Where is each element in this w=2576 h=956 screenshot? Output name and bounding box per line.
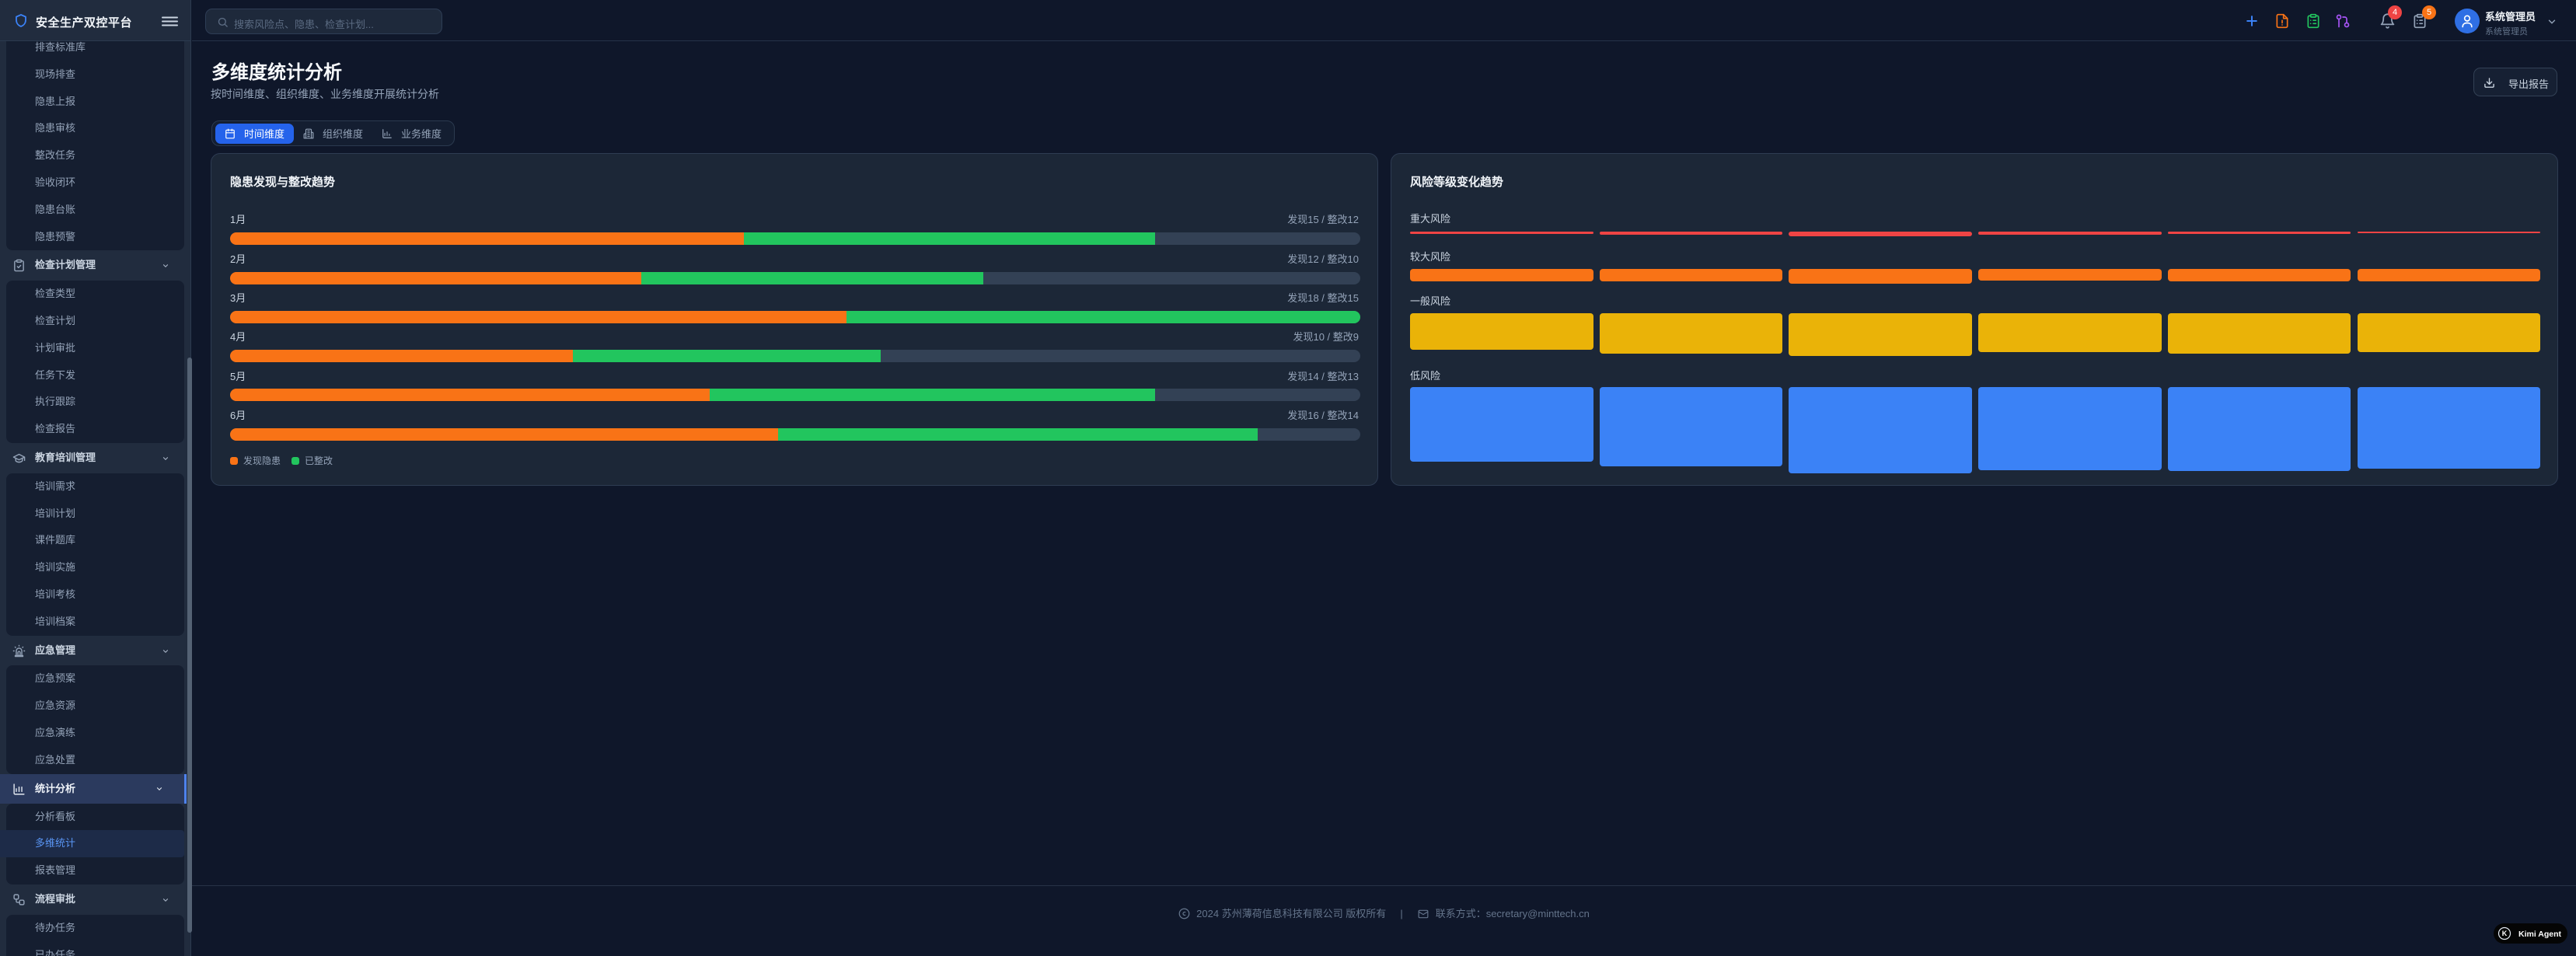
svg-text:K: K: [2502, 930, 2508, 937]
